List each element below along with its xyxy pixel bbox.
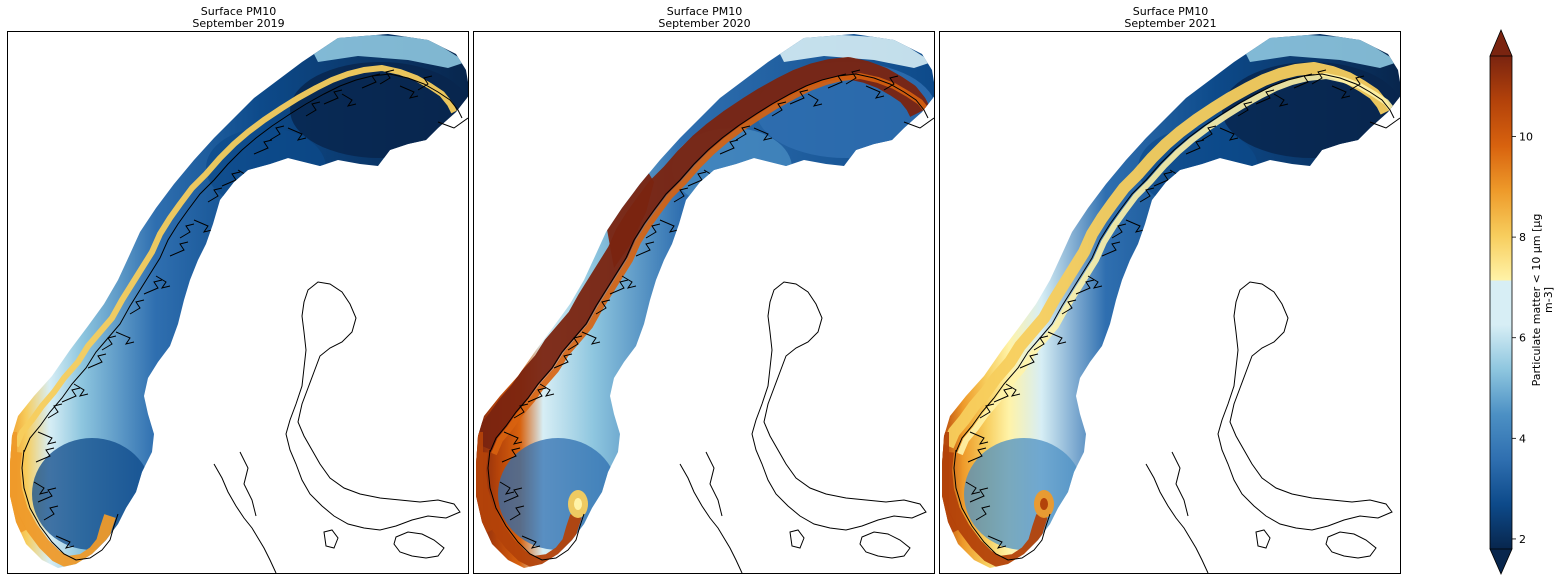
panel-title-2020: Surface PM10 September 2020 (658, 5, 751, 30)
colorbar-tick-label: 4 (1519, 432, 1526, 445)
colorbar-tick-label: 8 (1519, 231, 1526, 244)
colorbar-tick-label: 6 (1519, 332, 1526, 345)
map-panel-2019 (7, 31, 469, 574)
colorbar-extend-max (1489, 28, 1513, 57)
pm10-map-2019 (10, 34, 468, 573)
colorbar-tick-label: 10 (1519, 130, 1533, 143)
colorbar-gradient (1490, 56, 1512, 549)
map-panel-2020 (473, 31, 935, 574)
panel-title-2021: Surface PM10 September 2021 (1124, 5, 1217, 30)
colorbar-tick-label: 2 (1519, 533, 1526, 546)
pm10-map-2020 (476, 34, 934, 573)
pm10-map-2021 (942, 34, 1400, 573)
panel-title-2019: Surface PM10 September 2019 (192, 5, 285, 30)
colorbar-extend-min (1489, 548, 1513, 575)
map-panel-2021 (939, 31, 1401, 574)
